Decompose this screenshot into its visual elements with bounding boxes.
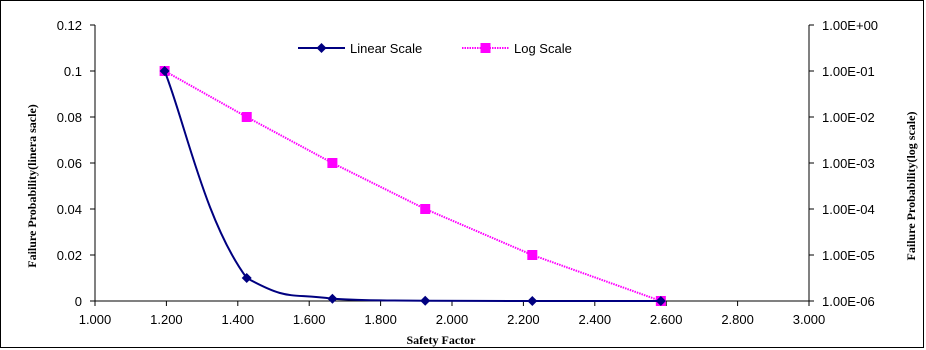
legend-marker-linear-scale	[316, 43, 327, 53]
legend-marker-log-scale	[480, 43, 491, 53]
y-right-tick-label: 1.00E-03	[822, 156, 875, 171]
y-left-tick-label: 0.02	[57, 248, 82, 263]
series-marker-log-scale	[527, 250, 538, 260]
series-marker-linear-scale	[327, 293, 338, 304]
series-marker-linear-scale	[420, 295, 431, 306]
series-line-log-scale	[164, 70, 662, 302]
x-tick-label: 1.400	[222, 312, 255, 327]
y-left-axis-label: Failure Probability(linera sacle)	[25, 104, 39, 268]
series-marker-linear-scale	[241, 273, 252, 283]
x-tick-label: 3.000	[793, 312, 826, 327]
y-left-tick-label: 0.06	[57, 156, 82, 171]
x-axis-label: Safety Factor	[407, 333, 477, 347]
y-right-tick-label: 1.00E-01	[822, 64, 875, 79]
y-left-tick-label: 0.1	[64, 64, 82, 79]
y-right-axis-label: Failure Probability(log scale)	[904, 112, 918, 261]
y-right-tick-label: 1.00E-05	[822, 248, 875, 263]
series-marker-linear-scale	[527, 295, 538, 306]
x-tick-label: 2.400	[579, 312, 612, 327]
y-left-tick-label: 0.08	[57, 110, 82, 125]
y-left-tick-label: 0.04	[57, 202, 82, 217]
series-marker-linear-scale	[159, 66, 170, 76]
series-marker-log-scale	[241, 112, 252, 122]
y-right-tick-label: 1.00E-04	[822, 202, 875, 217]
y-left-tick-label: 0	[75, 294, 82, 309]
x-tick-label: 2.000	[436, 312, 469, 327]
x-tick-label: 2.200	[507, 312, 540, 327]
x-tick-label: 1.800	[364, 312, 397, 327]
y-right-tick-label: 1.00E-06	[822, 294, 875, 309]
series-marker-log-scale	[420, 204, 431, 214]
x-tick-label: 1.600	[293, 312, 326, 327]
x-tick-label: 2.800	[721, 312, 754, 327]
legend-label-linear-scale: Linear Scale	[350, 41, 422, 56]
x-tick-label: 1.000	[79, 312, 112, 327]
legend-label-log-scale: Log Scale	[514, 41, 572, 56]
x-tick-label: 1.200	[150, 312, 183, 327]
y-left-tick-label: 0.12	[57, 18, 82, 33]
y-right-tick-label: 1.00E-02	[822, 110, 875, 125]
series-marker-log-scale	[327, 158, 338, 168]
series-marker-linear-scale	[655, 295, 666, 306]
y-right-tick-label: 1.00E+00	[822, 18, 878, 33]
series-line-linear-scale	[163, 70, 661, 302]
x-tick-label: 2.600	[650, 312, 683, 327]
